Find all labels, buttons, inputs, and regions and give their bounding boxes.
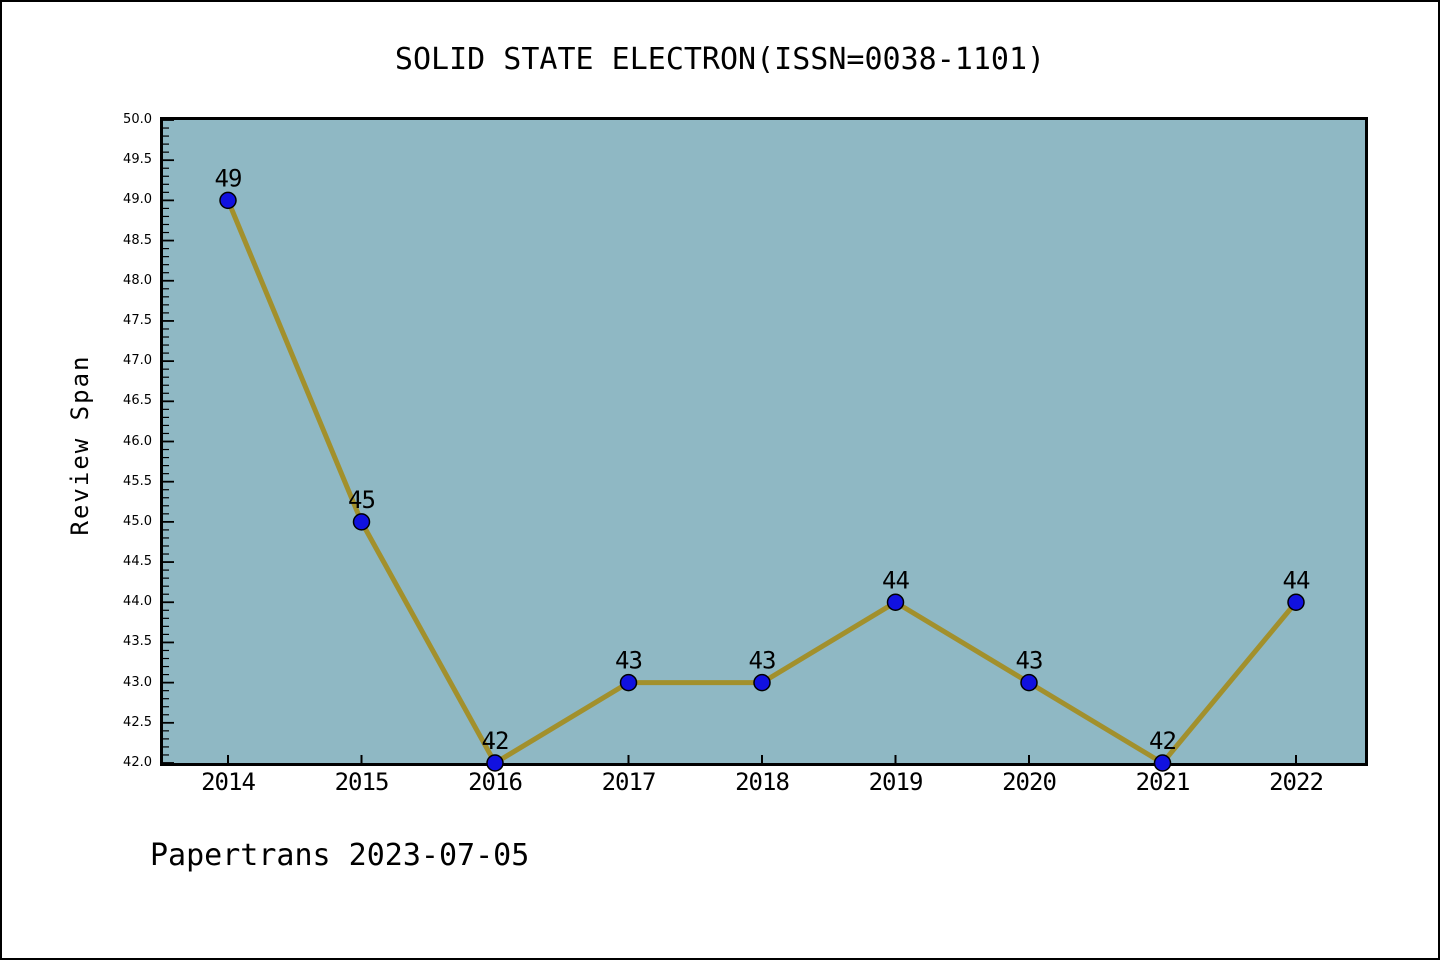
x-tick-label: 2018 (735, 768, 790, 796)
x-tick-label: 2014 (201, 768, 256, 796)
y-tick-label: 44.0 (123, 594, 152, 610)
svg-text:43: 43 (615, 647, 642, 675)
y-tick-label: 50.0 (123, 112, 152, 127)
svg-text:49: 49 (215, 164, 242, 192)
data-point-markers (219, 191, 1305, 772)
y-tick-label: 45.5 (123, 473, 152, 489)
y-tick-label: 43.5 (123, 634, 152, 650)
y-tick-label: 48.0 (123, 272, 152, 288)
plot-area: 49 45 42 43 43 44 43 42 44 (160, 117, 1368, 772)
svg-text:43: 43 (749, 647, 776, 675)
y-tick-label: 49.0 (123, 192, 152, 208)
y-tick-label: 43.0 (123, 674, 152, 690)
data-point-labels: 49 45 42 43 43 44 43 42 44 (215, 164, 1311, 755)
svg-text:44: 44 (1283, 566, 1310, 594)
y-tick-label: 46.0 (123, 433, 152, 449)
svg-text:43: 43 (1016, 647, 1043, 675)
y-tick-label: 42.0 (123, 755, 152, 770)
x-tick-label: 2021 (1135, 768, 1191, 796)
x-axis-ticks (227, 755, 1297, 763)
y-tick-label: 44.5 (123, 554, 152, 570)
chart-title: SOLID STATE ELECTRON(ISSN=0038-1101) (394, 42, 1046, 77)
svg-text:42: 42 (1149, 727, 1176, 755)
y-tick-label: 46.5 (123, 393, 152, 409)
x-tick-label: 2019 (868, 768, 924, 796)
watermark-text: Papertrans 2023-07-05 (150, 838, 530, 873)
x-tick-label: 2020 (1002, 768, 1057, 796)
y-tick-label: 48.5 (123, 232, 152, 248)
x-tick-label: 2016 (468, 768, 523, 796)
y-tick-label: 47.5 (123, 312, 152, 328)
y-tick-label: 42.5 (123, 714, 152, 730)
svg-text:42: 42 (482, 727, 509, 755)
chart-canvas: 49 45 42 43 43 44 43 42 44 (163, 119, 1311, 772)
x-tick-label: 2022 (1269, 768, 1324, 796)
y-axis-ticks (163, 119, 174, 764)
svg-text:45: 45 (348, 486, 375, 514)
svg-text:44: 44 (882, 566, 909, 594)
x-tick-label: 2017 (601, 768, 657, 796)
y-tick-label: 47.0 (123, 353, 152, 369)
y-tick-label: 49.5 (123, 152, 152, 168)
x-tick-label: 2015 (334, 768, 390, 796)
y-tick-label: 45.0 (123, 513, 152, 529)
